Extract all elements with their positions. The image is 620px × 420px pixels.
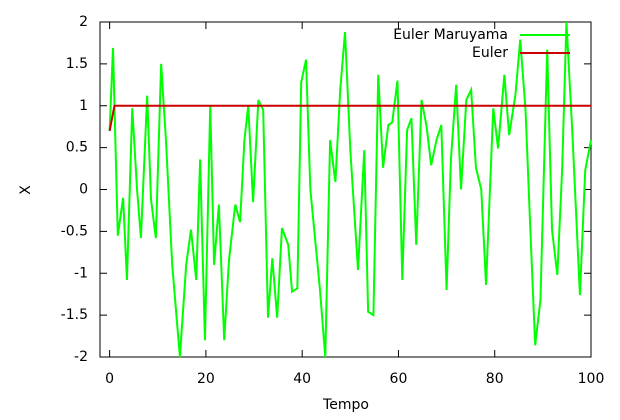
x-tick-label: 40 [293, 371, 311, 387]
y-tick-label: 0.5 [66, 140, 88, 156]
y-tick-label: -1.5 [61, 307, 88, 323]
x-axis-label: Tempo [322, 397, 369, 413]
y-tick-label: 2 [79, 14, 88, 30]
series-line [108, 21, 592, 358]
x-tick-label: 20 [197, 371, 215, 387]
y-tick-label: 1.5 [66, 56, 88, 72]
y-tick-label: 0 [79, 182, 88, 198]
x-tick-label: 80 [486, 371, 504, 387]
x-tick-label: 100 [578, 371, 605, 387]
y-tick-label: 1 [79, 98, 88, 114]
y-tick-label: -1 [74, 265, 88, 281]
y-tick-label: -0.5 [61, 223, 88, 239]
x-tick-label: 60 [390, 371, 408, 387]
legend-label: Euler [472, 45, 508, 61]
x-tick-label: 0 [105, 371, 114, 387]
y-axis-label: X [18, 185, 34, 195]
series-line [108, 104, 591, 132]
y-tick-label: -2 [74, 349, 88, 365]
legend-label: Euler Maruyama [393, 27, 508, 43]
